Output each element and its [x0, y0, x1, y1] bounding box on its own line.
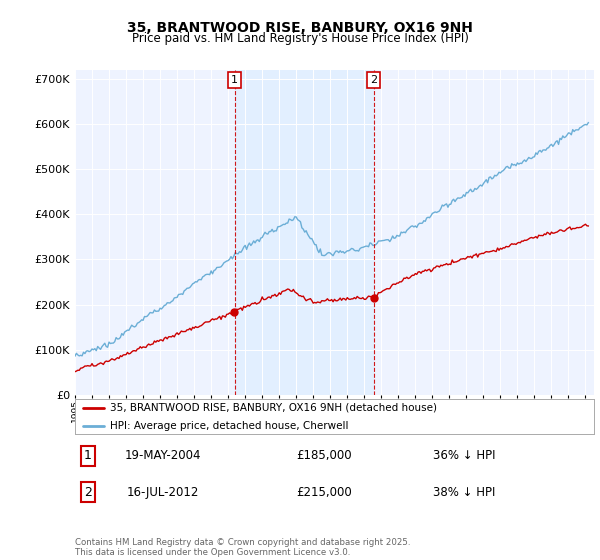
Text: HPI: Average price, detached house, Cherwell: HPI: Average price, detached house, Cher… — [110, 421, 349, 431]
Text: 2: 2 — [84, 486, 92, 499]
Bar — [235, 70, 374, 395]
Text: £215,000: £215,000 — [296, 486, 352, 499]
Text: Price paid vs. HM Land Registry's House Price Index (HPI): Price paid vs. HM Land Registry's House … — [131, 32, 469, 45]
Text: 19-MAY-2004: 19-MAY-2004 — [125, 449, 202, 463]
Text: 38% ↓ HPI: 38% ↓ HPI — [433, 486, 496, 499]
Text: Contains HM Land Registry data © Crown copyright and database right 2025.
This d: Contains HM Land Registry data © Crown c… — [75, 538, 410, 557]
Text: 1: 1 — [231, 75, 238, 85]
Text: £185,000: £185,000 — [296, 449, 352, 463]
Text: 2: 2 — [370, 75, 377, 85]
Text: 1: 1 — [84, 449, 92, 463]
Text: 35, BRANTWOOD RISE, BANBURY, OX16 9NH: 35, BRANTWOOD RISE, BANBURY, OX16 9NH — [127, 21, 473, 35]
Text: 35, BRANTWOOD RISE, BANBURY, OX16 9NH (detached house): 35, BRANTWOOD RISE, BANBURY, OX16 9NH (d… — [110, 403, 437, 413]
Text: 16-JUL-2012: 16-JUL-2012 — [127, 486, 199, 499]
Text: 36% ↓ HPI: 36% ↓ HPI — [433, 449, 496, 463]
